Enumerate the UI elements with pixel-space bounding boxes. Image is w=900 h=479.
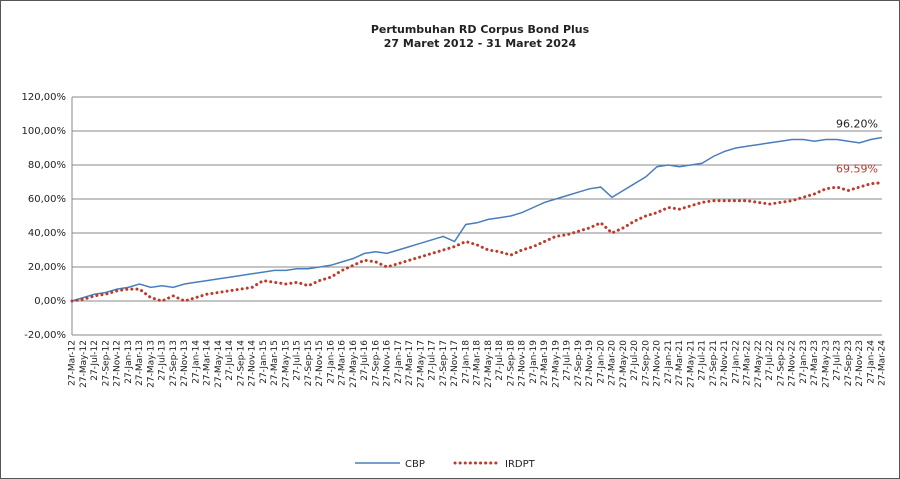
x-tick-label: 27-Sep-14 xyxy=(236,340,246,387)
x-tick-label: 27-Nov-17 xyxy=(450,340,460,387)
x-tick-label: 27-Nov-18 xyxy=(518,340,528,387)
x-tick-label: 27-May-15 xyxy=(281,340,291,388)
x-tick-label: 27-Nov-14 xyxy=(248,340,258,387)
series-line xyxy=(70,181,884,303)
x-tick-label: 27-Mar-16 xyxy=(338,340,348,386)
x-tick-label: 27-May-19 xyxy=(551,340,561,388)
x-tick-label: 27-Jan-22 xyxy=(731,340,741,384)
x-tick-label: 27-Jan-15 xyxy=(259,340,269,384)
x-tick-label: 27-Mar-21 xyxy=(675,340,685,386)
x-tick-label: 27-Mar-22 xyxy=(743,340,753,386)
value-label: 96.20% xyxy=(836,117,878,130)
chart-title: Pertumbuhan RD Corpus Bond Plus xyxy=(371,23,590,36)
x-tick-label: 27-Nov-16 xyxy=(383,340,393,387)
chart-subtitle: 27 Maret 2012 - 31 Maret 2024 xyxy=(384,37,577,50)
x-tick-label: 27-Nov-12 xyxy=(113,340,123,387)
x-tick-label: 27-May-22 xyxy=(754,340,764,388)
x-tick-label: 27-Jan-13 xyxy=(124,340,134,384)
x-tick-label: 27-Jul-20 xyxy=(630,340,640,381)
legend-label: IRDPT xyxy=(505,459,536,470)
y-tick-label: 20,00% xyxy=(28,262,66,273)
x-tick-label: 27-Nov-20 xyxy=(653,340,663,387)
x-tick-label: 27-May-23 xyxy=(821,340,831,388)
x-tick-label: 27-Mar-18 xyxy=(473,340,483,386)
x-tick-label: 27-Nov-21 xyxy=(720,340,730,387)
x-tick-label: 27-Mar-17 xyxy=(405,340,415,386)
x-tick-label: 27-Sep-15 xyxy=(304,340,314,386)
x-tick-label: 27-Sep-20 xyxy=(641,340,651,387)
x-tick-label: 27-Jul-14 xyxy=(225,340,235,381)
x-tick-label: 27-Jul-17 xyxy=(428,340,438,381)
x-tick-label: 27-Mar-20 xyxy=(608,340,618,386)
y-tick-label: 40,00% xyxy=(28,228,66,239)
x-tick-label: 27-Nov-15 xyxy=(315,340,325,387)
x-tick-label: 27-Jul-21 xyxy=(698,340,708,381)
legend-label: CBP xyxy=(405,459,425,470)
x-tick-label: 27-Jan-23 xyxy=(799,340,809,384)
x-tick-label: 27-Mar-13 xyxy=(135,340,145,386)
x-tick-label: 27-Mar-15 xyxy=(270,340,280,386)
x-tick-label: 27-Mar-19 xyxy=(540,340,550,386)
x-tick-label: 27-Jan-16 xyxy=(326,340,336,384)
x-tick-label: 27-Sep-12 xyxy=(101,340,111,386)
x-tick-label: 27-Sep-17 xyxy=(439,340,449,386)
x-tick-label: 27-May-14 xyxy=(214,340,224,388)
x-tick-label: 27-Jan-20 xyxy=(596,340,606,384)
x-tick-label: 27-Sep-21 xyxy=(709,340,719,386)
x-tick-label: 27-Jul-16 xyxy=(360,340,370,381)
x-tick-label: 27-Nov-22 xyxy=(788,340,798,387)
x-tick-label: 27-Jan-14 xyxy=(191,340,201,384)
x-tick-label: 27-Mar-23 xyxy=(810,340,820,386)
x-tick-label: 27-Jan-19 xyxy=(529,340,539,384)
y-tick-label: 0,00% xyxy=(34,296,66,307)
x-tick-label: 27-May-12 xyxy=(79,340,89,388)
x-tick-label: 27-Mar-12 xyxy=(68,340,78,386)
x-tick-label: 27-Sep-16 xyxy=(371,340,381,387)
x-tick-label: 27-Jul-22 xyxy=(765,340,775,381)
x-tick-label: 27-Nov-13 xyxy=(180,340,190,387)
y-tick-label: 60,00% xyxy=(28,194,66,205)
x-tick-label: 27-Jul-19 xyxy=(563,340,573,381)
x-tick-label: 27-May-13 xyxy=(146,340,156,388)
y-tick-label: 100,00% xyxy=(22,126,67,137)
x-tick-label: 27-Nov-19 xyxy=(585,340,595,387)
y-tick-label: -20,00% xyxy=(24,330,66,341)
x-tick-label: 27-Mar-24 xyxy=(878,340,888,386)
value-label: 69.59% xyxy=(836,163,878,176)
x-tick-label: 27-May-16 xyxy=(349,340,359,388)
x-tick-label: 27-Jan-17 xyxy=(394,340,404,384)
x-tick-label: 27-Jul-18 xyxy=(495,340,505,381)
x-tick-label: 27-Jul-23 xyxy=(833,340,843,381)
x-tick-label: 27-May-21 xyxy=(686,340,696,388)
x-tick-label: 27-May-18 xyxy=(484,340,494,388)
y-tick-label: 120,00% xyxy=(22,92,67,103)
x-tick-label: 27-Jan-21 xyxy=(664,340,674,384)
x-tick-label: 27-Mar-14 xyxy=(203,340,213,386)
x-tick-label: 27-Jul-15 xyxy=(293,340,303,381)
x-tick-label: 27-Sep-19 xyxy=(574,340,584,387)
x-tick-label: 27-Jul-13 xyxy=(158,340,168,381)
x-tick-label: 27-Jan-24 xyxy=(866,340,876,384)
x-tick-label: 27-Sep-13 xyxy=(169,340,179,386)
x-tick-label: 27-Nov-23 xyxy=(855,340,865,387)
x-tick-label: 27-Jan-18 xyxy=(461,340,471,384)
y-tick-label: 80,00% xyxy=(28,160,66,171)
x-tick-label: 27-Sep-18 xyxy=(506,340,516,387)
x-tick-label: 27-Sep-23 xyxy=(844,340,854,386)
x-tick-label: 27-May-17 xyxy=(416,340,426,388)
series-line xyxy=(71,136,883,302)
x-tick-label: 27-Sep-22 xyxy=(776,340,786,386)
x-tick-label: 27-Jul-12 xyxy=(90,340,100,381)
x-tick-label: 27-May-20 xyxy=(619,340,629,388)
